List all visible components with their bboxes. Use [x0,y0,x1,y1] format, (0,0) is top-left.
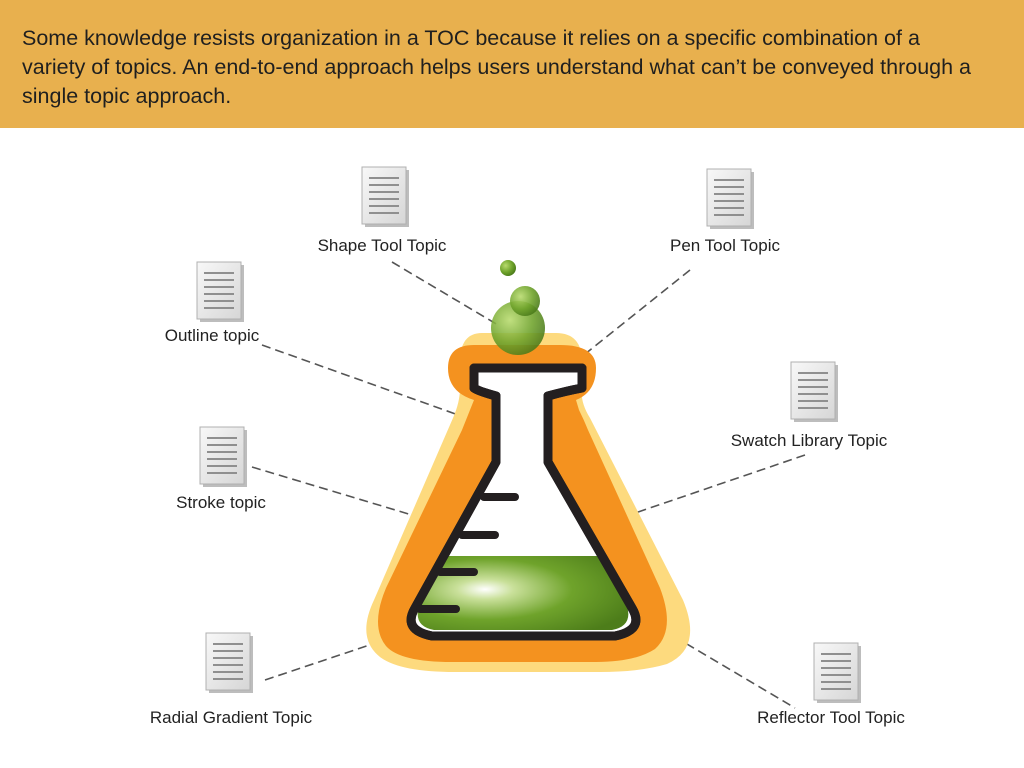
connector-outline [261,344,479,423]
bubble-small [500,260,516,276]
topic-node-outline[interactable]: Outline topic [165,261,260,345]
connector-swatch-library [599,454,806,526]
topic-label: Radial Gradient Topic [150,708,313,727]
connector-stroke [251,466,413,516]
topic-label: Pen Tool Topic [670,236,780,255]
intro-text: Some knowledge resists organization in a… [22,26,971,108]
flask-measure-marks [416,493,519,613]
topic-node-pen-tool[interactable]: Pen Tool Topic [670,168,780,255]
topic-label: Shape Tool Topic [318,236,447,255]
document-icon [196,261,245,323]
document-icon [361,166,410,228]
flask-liquid [417,556,629,630]
document-icon [199,426,248,488]
topic-label: Reflector Tool Topic [757,708,905,727]
topic-node-reflector-tool[interactable]: Reflector Tool Topic [757,642,905,727]
topic-node-swatch-library[interactable]: Swatch Library Topic [731,361,888,450]
document-icon [813,642,862,704]
connector-shape-tool [391,261,499,326]
bubble-medium [510,286,540,316]
document-icon [790,361,839,423]
topic-label: Swatch Library Topic [731,431,888,450]
beaker-flask-icon [366,260,691,672]
topic-node-radial-gradient[interactable]: Radial Gradient Topic [150,632,313,727]
topic-label: Stroke topic [176,493,266,512]
document-icon [706,168,755,230]
flask-outline [406,363,641,641]
topic-node-stroke[interactable]: Stroke topic [176,426,266,512]
intro-banner: Some knowledge resists organization in a… [0,0,1024,128]
document-icon [205,632,254,694]
topic-label: Outline topic [165,326,260,345]
topic-node-shape-tool[interactable]: Shape Tool Topic [318,166,447,255]
